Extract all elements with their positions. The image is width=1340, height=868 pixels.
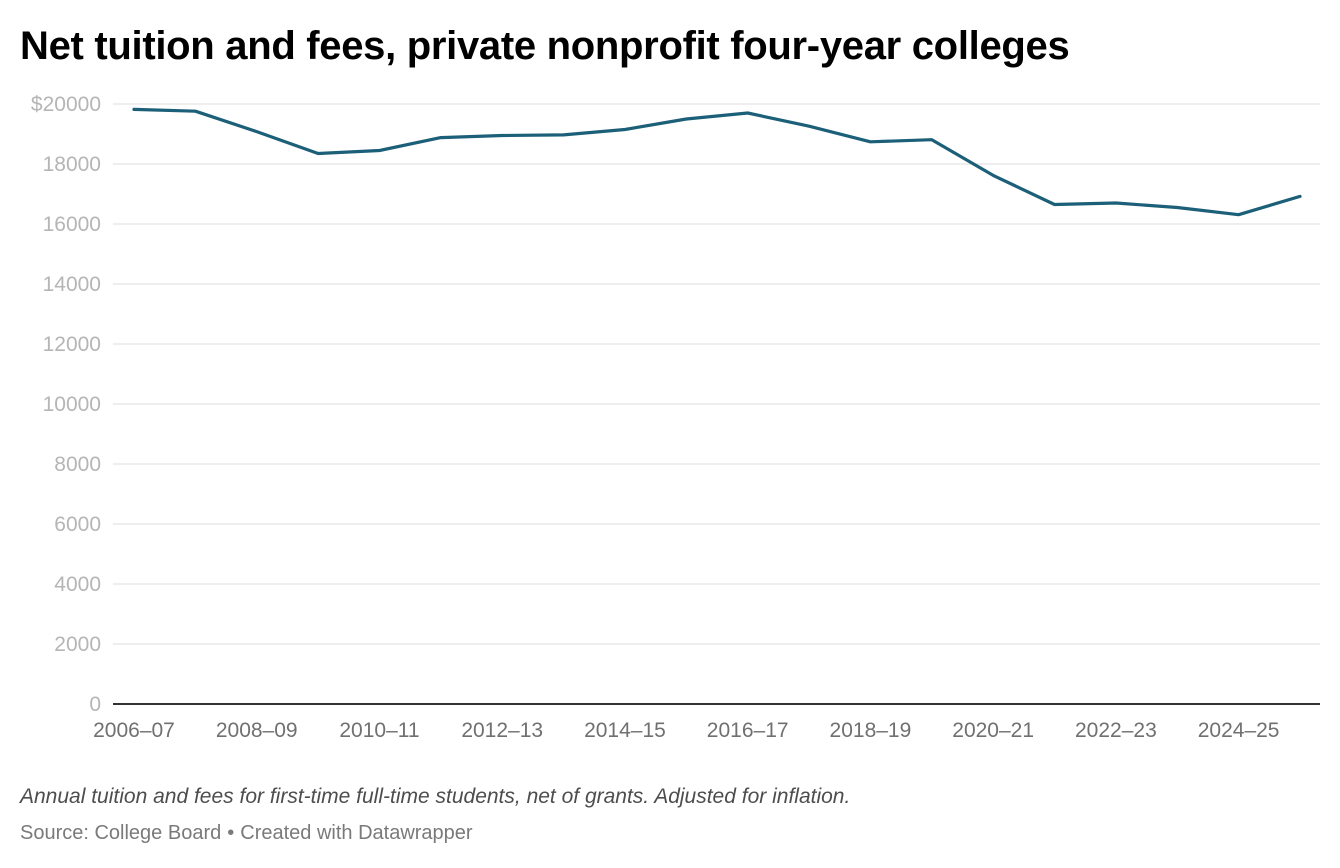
y-tick-label-18000: 18000 [43,153,101,176]
chart-notes: Annual tuition and fees for first-time f… [20,785,851,808]
y-tick-label-8000: 8000 [54,453,101,476]
y-tick-label-6000: 6000 [54,513,101,536]
chart-footer: Source: College Board • Created with Dataw… [20,822,473,845]
source-text: Source: College Board [20,822,222,844]
x-tick-label-2022–23: 2022–23 [1075,719,1157,742]
x-tick-label-2018–19: 2018–19 [830,719,912,742]
y-tick-label-14000: 14000 [43,273,101,296]
x-tick-label-2014–15: 2014–15 [584,719,666,742]
series-line-0 [132,107,1302,217]
y-tick-label-4000: 4000 [54,573,101,596]
x-tick-label-2006–07: 2006–07 [93,719,175,742]
y-tick-label-12000: 12000 [43,333,101,356]
x-tick-label-2024–25: 2024–25 [1198,719,1280,742]
footer-separator: • [227,822,235,844]
credit-text: Created with Datawrapper [240,822,473,844]
x-axis: 2006–07 2008–09 2010–11 2012–13 2014–15 2016–… [93,719,1279,742]
x-tick-label-2012–13: 2012–13 [461,719,543,742]
y-tick-label-0: 0 [89,693,101,716]
y-tick-label-20000: $20000 [31,93,101,116]
y-tick-label-10000: 10000 [43,393,101,416]
x-tick-label-2010–11: 2010–11 [339,719,419,742]
x-tick-label-2016–17: 2016–17 [707,719,789,742]
series [132,107,1302,217]
y-tick-label-2000: 2000 [54,633,101,656]
x-tick-label-2008–09: 2008–09 [216,719,298,742]
y-tick-label-16000: 16000 [43,213,101,236]
gridlines [113,103,1320,705]
y-axis: 0 2000 4000 6000 8000 10000 12000 14000 16000 180… [31,93,101,716]
x-tick-label-2020–21: 2020–21 [952,719,1034,742]
chart-title: Net tuition and fees, private nonprofit … [20,24,1070,68]
